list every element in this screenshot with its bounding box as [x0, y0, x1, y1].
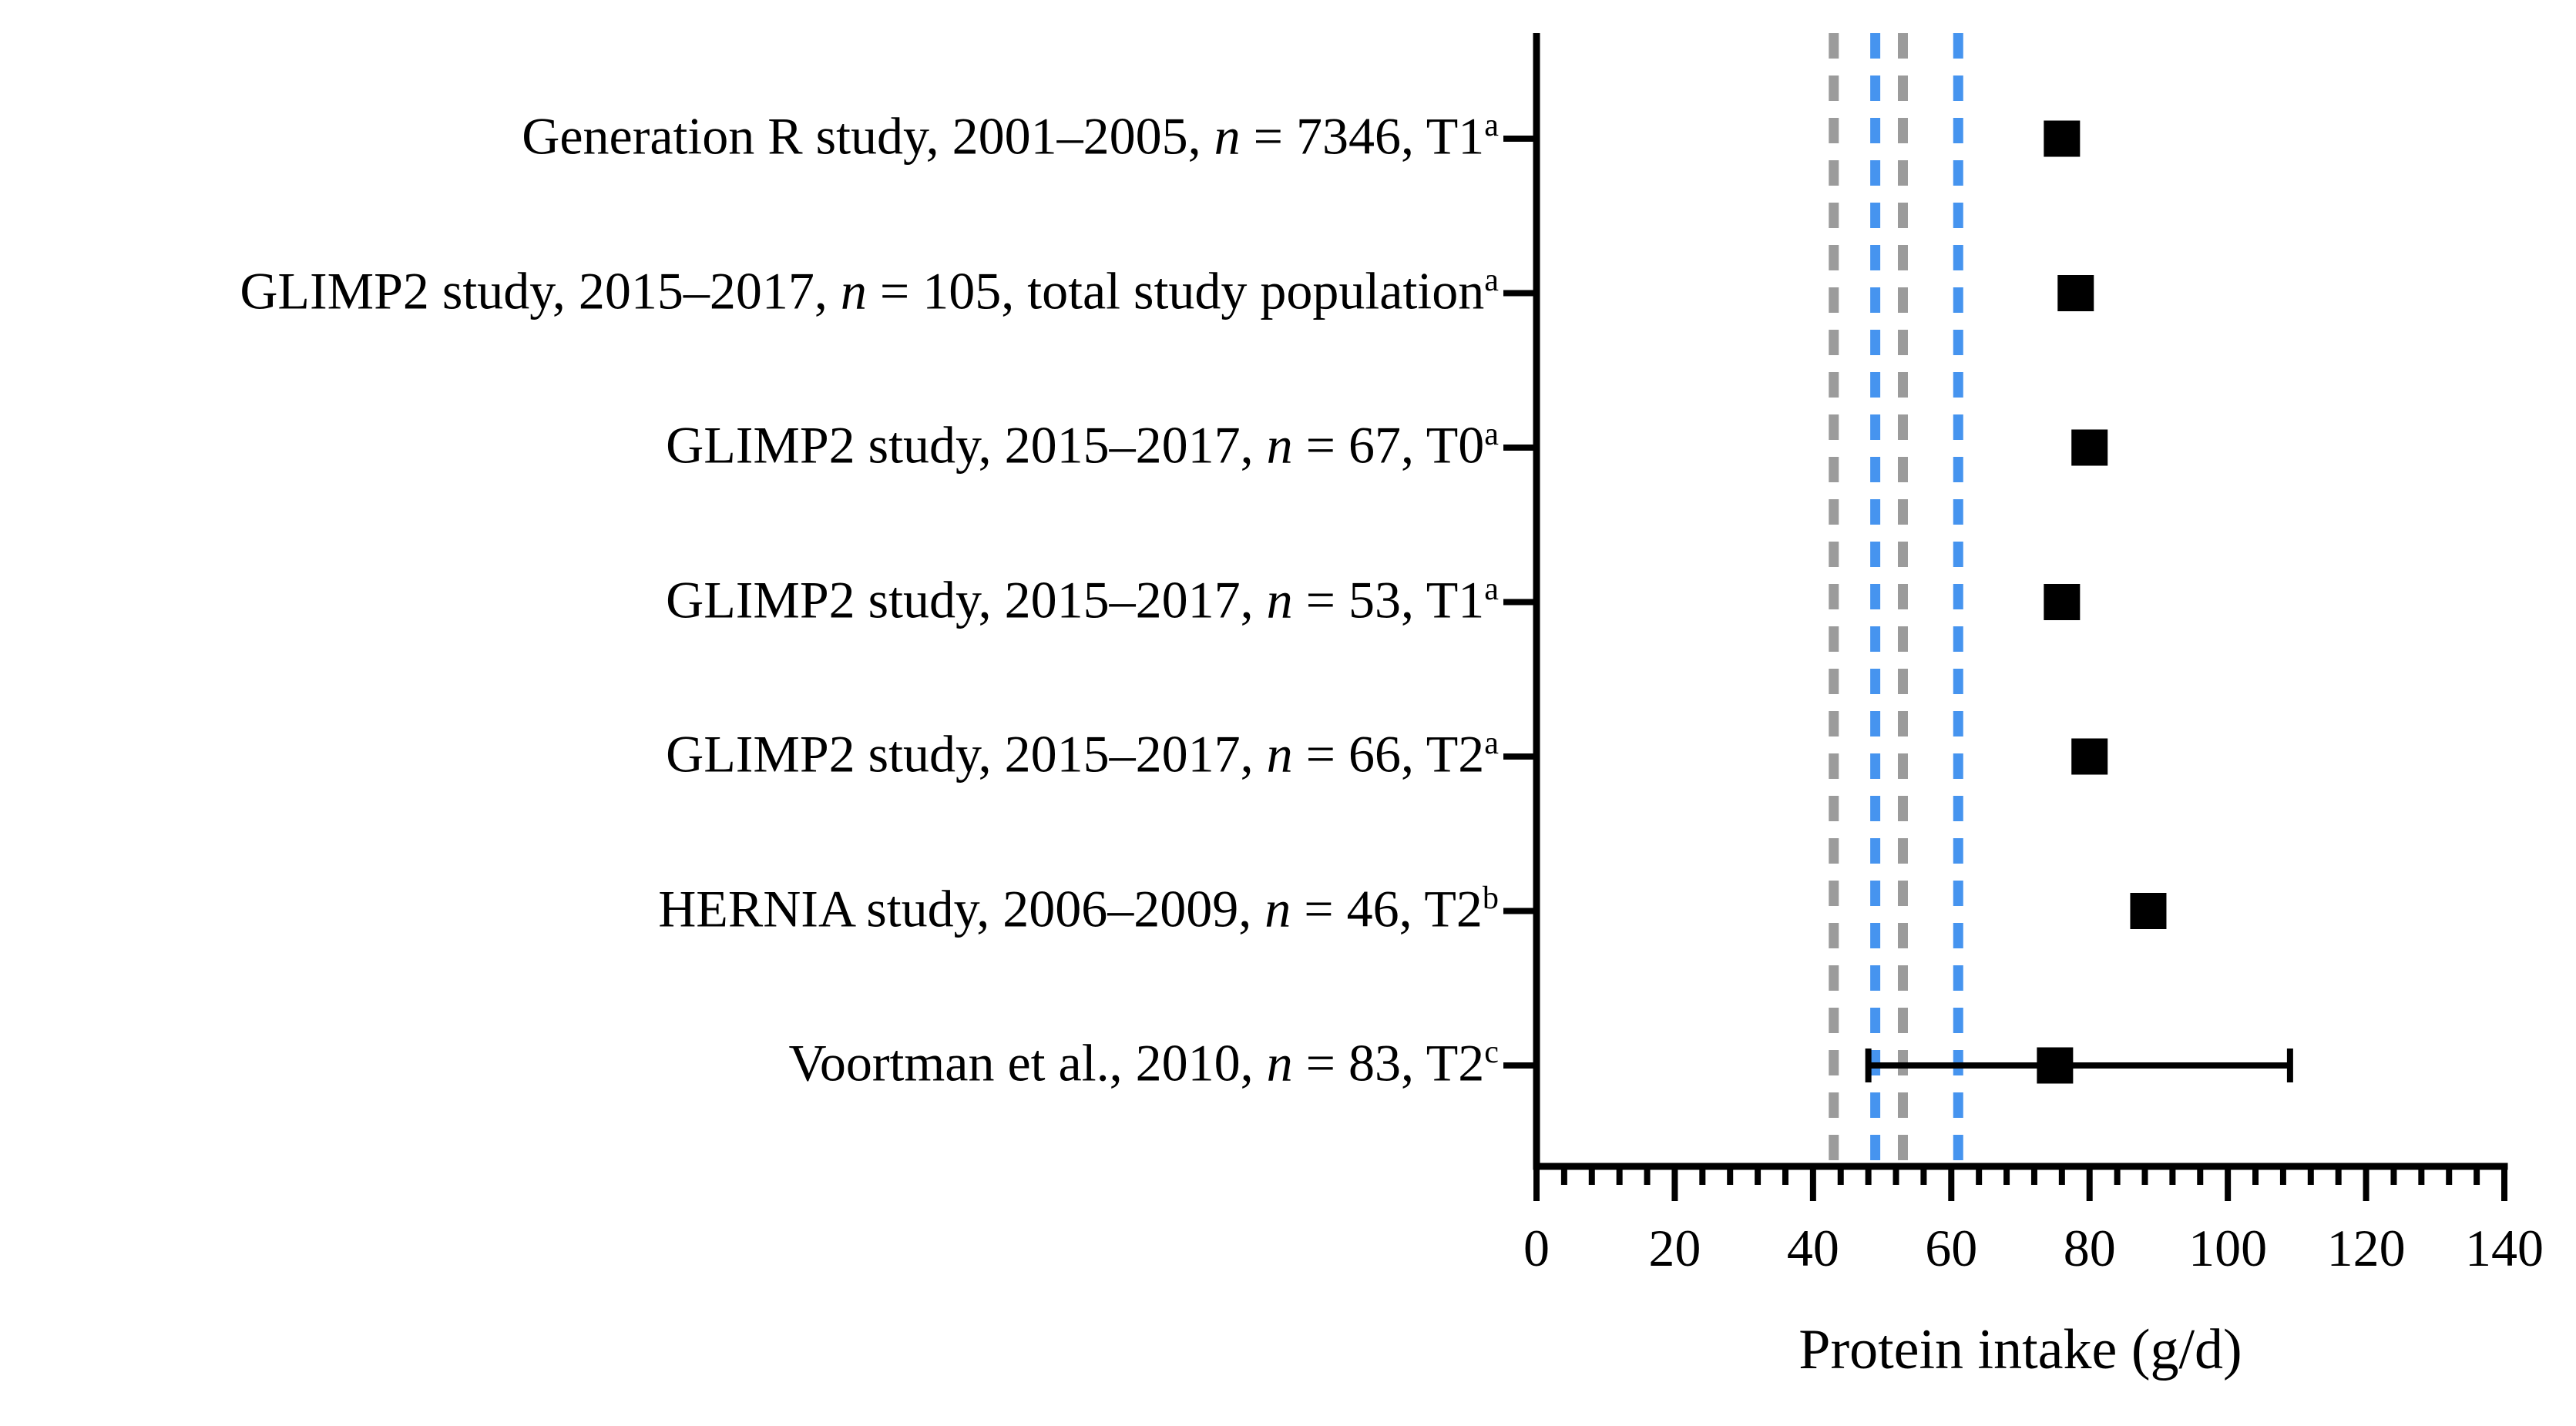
row-label-text: Generation R study, 2001–2005, [522, 106, 1214, 166]
data-point-square [2130, 893, 2167, 929]
row-label-superscript: c [1484, 1033, 1499, 1070]
data-point-square [2057, 275, 2094, 311]
x-tick-label: 120 [2326, 1219, 2406, 1277]
x-tick-label: 80 [2063, 1219, 2116, 1277]
row-label-superscript: b [1482, 879, 1499, 916]
x-tick-label: 140 [2465, 1219, 2544, 1277]
x-tick-label: 20 [1648, 1219, 1701, 1277]
row-label-text: Voortman et al., 2010, [788, 1033, 1267, 1092]
x-tick-label: 100 [2188, 1219, 2268, 1277]
row-label-n-italic: n [1264, 879, 1291, 938]
row-label-n-italic: n [1266, 570, 1293, 629]
row-label: GLIMP2 study, 2015–2017, n = 67, T0a [666, 415, 1499, 471]
row-label-text: GLIMP2 study, 2015–2017, [666, 570, 1267, 629]
row-label-superscript: a [1484, 415, 1499, 452]
row-label-n-italic: n [1266, 724, 1293, 783]
row-label: HERNIA study, 2006–2009, n = 46, T2b [658, 879, 1499, 934]
row-label-text: = 67, T0 [1292, 415, 1485, 475]
row-label-n-italic: n [1266, 415, 1293, 475]
row-label-superscript: a [1484, 724, 1499, 761]
x-tick-label: 60 [1925, 1219, 1978, 1277]
row-label-superscript: a [1484, 570, 1499, 607]
x-tick-label: 40 [1786, 1219, 1839, 1277]
row-label: GLIMP2 study, 2015–2017, n = 53, T1a [666, 570, 1499, 629]
data-point-square [2044, 120, 2081, 157]
row-label-text: = 66, T2 [1292, 724, 1485, 783]
row-label-n-italic: n [840, 261, 867, 320]
row-label: Voortman et al., 2010, n = 83, T2c [788, 1033, 1500, 1092]
data-point-square [2071, 738, 2108, 775]
row-label-superscript: a [1484, 106, 1499, 143]
row-label-text: GLIMP2 study, 2015–2017, [666, 724, 1267, 783]
data-point-square [2044, 584, 2081, 620]
row-label-text: = 83, T2 [1292, 1033, 1485, 1092]
data-point-square [2071, 429, 2108, 466]
row-label-n-italic: n [1214, 106, 1241, 166]
row-label-n-italic: n [1266, 1033, 1293, 1092]
data-point-square [2037, 1047, 2074, 1084]
row-label-text: = 7346, T1 [1240, 106, 1485, 166]
row-label-text: = 46, T2 [1291, 879, 1483, 938]
row-label: GLIMP2 study, 2015–2017, n = 66, T2a [666, 724, 1499, 783]
x-tick-label: 0 [1523, 1219, 1550, 1277]
row-label: Generation R study, 2001–2005, n = 7346,… [522, 106, 1499, 166]
row-label-text: GLIMP2 study, 2015–2017, [240, 261, 841, 320]
row-label-text: = 53, T1 [1292, 570, 1485, 629]
row-label-text: = 105, total study population [866, 261, 1485, 320]
row-label-text: GLIMP2 study, 2015–2017, [666, 415, 1267, 475]
x-axis-title: Protein intake (g/d) [1798, 1318, 2242, 1381]
row-label-text: HERNIA study, 2006–2009, [658, 879, 1265, 938]
row-label-superscript: a [1484, 261, 1499, 298]
row-label: GLIMP2 study, 2015–2017, n = 105, total … [240, 261, 1499, 320]
